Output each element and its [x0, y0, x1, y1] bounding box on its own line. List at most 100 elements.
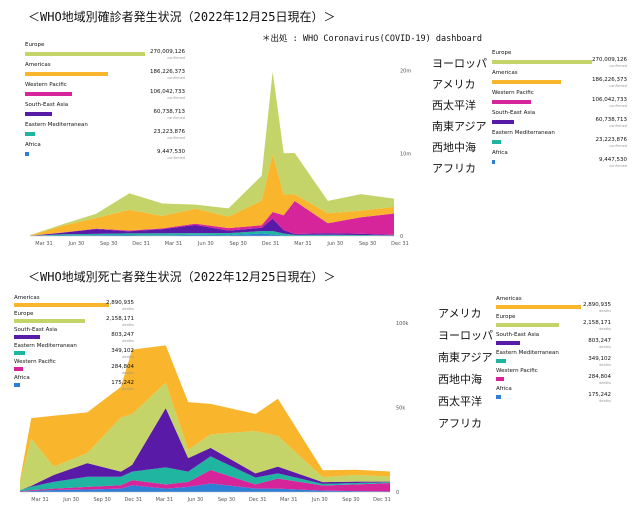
x-tick-label: Jun 30: [187, 497, 204, 503]
legend-unit: confirmed: [609, 104, 627, 108]
legend-entry: Africa 9,447,530 confirmed: [25, 142, 185, 162]
legend-value: 270,009,126: [150, 49, 185, 55]
legend-value: 2,158,171: [583, 320, 611, 326]
deaths-heading: ＜WHO地域別死亡者発生状況（2022年12月25日現在）＞: [28, 270, 336, 284]
legend-name: Eastern Mediterranean: [25, 122, 88, 128]
cases-chart: 0 10m 20m Mar 31 Jun 30 Sep 30 Dec 31 Mar 31 Ju…: [30, 69, 411, 246]
legend-value: 60,738,713: [595, 117, 628, 123]
legend-unit: deaths: [122, 323, 134, 327]
legend-entry: Europe 270,009,126 confirmed: [25, 42, 185, 62]
legend-unit: deaths: [122, 307, 134, 311]
legend-value: 106,042,733: [592, 97, 627, 103]
legend-entry: Africa 175,242 deaths: [496, 386, 611, 404]
cases-x-axis: Mar 31 Jun 30 Sep 30 Dec 31 Mar 31 Jun 30 Sep …: [30, 235, 409, 246]
legend-entry: Western Pacific 284,804 deaths: [14, 359, 134, 375]
legend-unit: deaths: [122, 355, 134, 359]
legend-value: 2,890,935: [106, 300, 134, 306]
legend-unit: deaths: [122, 371, 134, 375]
legend-unit: confirmed: [609, 64, 627, 68]
x-tick-label: Mar 31: [31, 497, 48, 503]
legend-entry: Western Pacific 106,042,733 confirmed: [492, 90, 627, 110]
legend-value: 803,247: [111, 332, 134, 338]
legend-entry: Western Pacific 284,804 deaths: [496, 368, 611, 386]
area-western-pacific: [20, 469, 390, 492]
x-tick-label: Dec 31: [132, 241, 150, 246]
jp-region-label: 西太平洋: [438, 395, 482, 408]
legend-name: Western Pacific: [496, 368, 538, 374]
x-tick-label: Dec 31: [124, 497, 142, 503]
legend-unit: confirmed: [167, 76, 185, 80]
legend-entry: South-East Asia 803,247 deaths: [496, 332, 611, 350]
x-tick-label: Jun 30: [326, 241, 343, 246]
legend-unit: confirmed: [167, 116, 185, 120]
legend-value: 284,804: [588, 374, 611, 380]
x-tick-label: Jun 30: [311, 497, 328, 503]
legend-name: Eastern Mediterranean: [14, 343, 77, 349]
legend-bar: [492, 60, 592, 64]
x-tick-label: Sep 30: [218, 497, 235, 503]
area-eastern-mediterranean: [30, 231, 394, 236]
x-tick-label: Mar 31: [156, 497, 173, 503]
legend-value: 2,890,935: [583, 302, 611, 308]
legend-name: Eastern Mediterranean: [492, 130, 555, 136]
x-tick-label: Sep 30: [359, 241, 376, 246]
legend-value: 284,804: [111, 364, 134, 370]
area-americas: [20, 345, 390, 482]
legend-bar: [496, 323, 560, 327]
legend-entry: Europe 270,009,126 confirmed: [492, 50, 627, 70]
area-europe: [20, 382, 390, 491]
y-tick-label: 20m: [400, 69, 411, 75]
legend-name: South-East Asia: [25, 102, 69, 108]
legend-name: Western Pacific: [25, 82, 67, 88]
deaths-x-axis: Mar 31 Jun 30 Sep 30 Dec 31 Mar 31 Jun 30 Sep …: [20, 491, 391, 503]
legend-unit: deaths: [599, 327, 611, 331]
cases-plot-area: [30, 71, 394, 236]
area-south-east-asia: [30, 218, 394, 236]
legend-name: Eastern Mediterranean: [496, 350, 559, 356]
legend-unit: deaths: [122, 339, 134, 343]
legend-bar: [14, 319, 85, 323]
legend-bar: [496, 341, 520, 345]
legend-bar: [496, 377, 505, 381]
cases-y-axis: 0 10m 20m: [400, 69, 411, 240]
legend-unit: deaths: [122, 387, 134, 391]
source-note: ＊出処 : WHO Coronavirus(COVID-19) dashboar…: [262, 34, 482, 44]
legend-entry: Europe 2,158,171 deaths: [14, 311, 134, 327]
legend-value: 349,102: [588, 356, 611, 362]
area-americas: [30, 154, 394, 236]
legend-unit: confirmed: [609, 164, 627, 168]
x-tick-label: Dec 31: [249, 497, 267, 503]
legend-entry: South-East Asia 803,247 deaths: [14, 327, 134, 343]
legend-entry: South-East Asia 60,738,713 confirmed: [25, 102, 185, 122]
legend-unit: deaths: [599, 381, 611, 385]
legend-entry: Eastern Mediterranean 349,102 deaths: [14, 343, 134, 359]
legend-name: South-East Asia: [14, 327, 58, 333]
legend-bar: [25, 132, 36, 136]
x-tick-label: Sep 30: [229, 241, 246, 246]
legend-name: Africa: [25, 142, 41, 148]
legend-bar: [25, 152, 30, 156]
legend-name: Americas: [14, 295, 40, 301]
area-africa: [30, 233, 394, 236]
legend-value: 186,226,373: [150, 69, 185, 75]
jp-region-label: ヨーロッパ: [438, 329, 493, 342]
legend-unit: confirmed: [167, 156, 185, 160]
jp-region-label: 西地中海: [438, 373, 482, 386]
deaths-plot-area: [20, 345, 390, 492]
y-tick-label: 50k: [396, 405, 405, 411]
legend-value: 175,242: [111, 380, 134, 386]
area-western-pacific: [30, 200, 394, 236]
legend-bar: [25, 112, 52, 116]
legend-bar: [14, 303, 109, 307]
y-tick-label: 100k: [396, 321, 409, 327]
legend-unit: confirmed: [167, 56, 185, 60]
x-tick-label: Mar 31: [165, 241, 182, 246]
legend-unit: deaths: [599, 399, 611, 403]
legend-entry: Americas 186,226,373 confirmed: [492, 70, 627, 90]
legend-name: Africa: [492, 150, 508, 156]
x-tick-label: Jun 30: [67, 241, 84, 246]
legend-bar: [492, 140, 501, 144]
legend-bar: [492, 80, 561, 84]
legend-entry: Africa 9,447,530 confirmed: [492, 150, 627, 170]
legend-name: Western Pacific: [14, 359, 56, 365]
